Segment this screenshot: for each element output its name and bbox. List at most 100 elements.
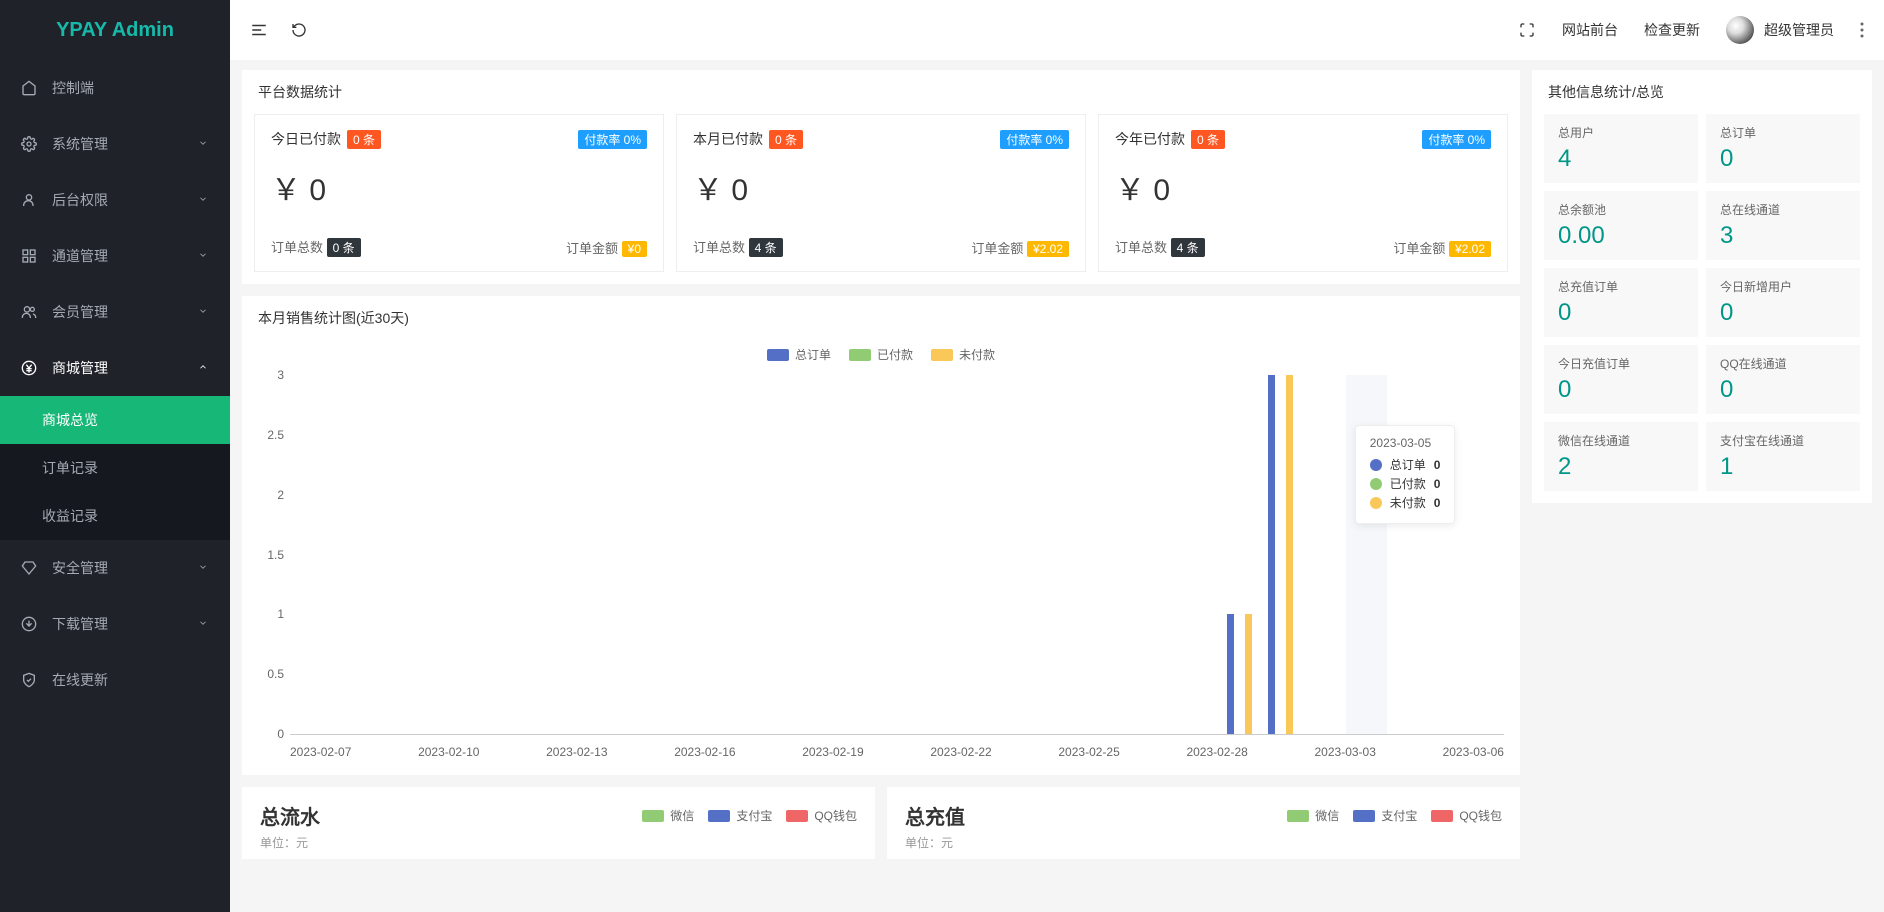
side-stat-label: 微信在线通道 bbox=[1558, 432, 1684, 449]
nav-item[interactable]: 系统管理 bbox=[0, 116, 230, 172]
bottom-unit: 单位：元 bbox=[242, 834, 875, 859]
legend-label: QQ钱包 bbox=[814, 807, 857, 824]
total-orders-label: 订单总数 bbox=[693, 240, 745, 255]
chevron-up-icon bbox=[198, 362, 210, 374]
nav-item[interactable]: 下载管理 bbox=[0, 596, 230, 652]
total-orders-badge: 4 条 bbox=[749, 238, 783, 257]
nav-label: 在线更新 bbox=[52, 670, 210, 690]
nav-item[interactable]: 控制端 bbox=[0, 60, 230, 116]
chart-bar[interactable] bbox=[1245, 614, 1252, 734]
side-stat-value: 0 bbox=[1558, 299, 1684, 327]
nav-sub-item[interactable]: 商城总览 bbox=[0, 396, 230, 444]
x-tick: 2023-02-13 bbox=[546, 745, 607, 759]
home-icon bbox=[20, 79, 38, 97]
legend-item[interactable]: 未付款 bbox=[931, 346, 995, 363]
side-stat-cell: 支付宝在线通道1 bbox=[1706, 422, 1860, 491]
nav-sub-item[interactable]: 订单记录 bbox=[0, 444, 230, 492]
chart-bar[interactable] bbox=[1227, 614, 1234, 734]
count-badge: 0 条 bbox=[347, 130, 381, 149]
nav-label: 会员管理 bbox=[52, 302, 198, 322]
tooltip-dot bbox=[1370, 459, 1382, 471]
download-icon bbox=[20, 615, 38, 633]
nav-label: 下载管理 bbox=[52, 614, 198, 634]
side-stat-label: 总余额池 bbox=[1558, 201, 1684, 218]
legend-item[interactable]: 支付宝 bbox=[708, 807, 772, 824]
legend-item[interactable]: 支付宝 bbox=[1353, 807, 1417, 824]
y-tick: 0.5 bbox=[267, 667, 284, 681]
header-link-frontend[interactable]: 网站前台 bbox=[1562, 20, 1618, 40]
total-orders-badge: 4 条 bbox=[1171, 238, 1205, 257]
legend-item[interactable]: QQ钱包 bbox=[786, 807, 857, 824]
side-stat-label: 总用户 bbox=[1558, 124, 1684, 141]
stat-title: 今日已付款 bbox=[271, 129, 341, 149]
nav-label: 安全管理 bbox=[52, 558, 198, 578]
side-stat-label: QQ在线通道 bbox=[1720, 355, 1846, 372]
x-tick: 2023-02-16 bbox=[674, 745, 735, 759]
legend-item[interactable]: 微信 bbox=[642, 807, 694, 824]
rate-badge: 付款率 0% bbox=[1422, 130, 1491, 149]
header-user[interactable]: 超级管理员 bbox=[1726, 16, 1834, 44]
chart-bar[interactable] bbox=[1268, 375, 1275, 734]
menu-toggle-icon[interactable] bbox=[250, 21, 268, 39]
tooltip-row-label: 总订单 bbox=[1390, 456, 1426, 473]
legend-label: 支付宝 bbox=[1381, 807, 1417, 824]
brand-logo[interactable]: YPAY Admin bbox=[0, 0, 230, 60]
order-amount-badge: ¥2.02 bbox=[1449, 241, 1491, 257]
legend-item[interactable]: 微信 bbox=[1287, 807, 1339, 824]
side-stat-cell: 总在线通道3 bbox=[1706, 191, 1860, 260]
legend-label: 微信 bbox=[670, 807, 694, 824]
nav-item[interactable]: 后台权限 bbox=[0, 172, 230, 228]
nav-item[interactable]: 通道管理 bbox=[0, 228, 230, 284]
x-tick: 2023-02-19 bbox=[802, 745, 863, 759]
nav-item[interactable]: 安全管理 bbox=[0, 540, 230, 596]
chart-bar[interactable] bbox=[1286, 375, 1293, 734]
legend-label: 支付宝 bbox=[736, 807, 772, 824]
fullscreen-icon[interactable] bbox=[1518, 21, 1536, 39]
tooltip-dot bbox=[1370, 497, 1382, 509]
chevron-down-icon bbox=[198, 194, 210, 206]
legend-swatch bbox=[767, 349, 789, 361]
tooltip-title: 2023-03-05 bbox=[1370, 436, 1441, 450]
stats-panel: 平台数据统计 今日已付款 0 条 付款率 0% ￥ 0 订单总数 0 条 订单金… bbox=[242, 70, 1520, 284]
stat-card: 今日已付款 0 条 付款率 0% ￥ 0 订单总数 0 条 订单金额 ¥0 bbox=[254, 114, 664, 272]
side-stat-cell: QQ在线通道 0 bbox=[1706, 345, 1860, 414]
nav-label: 通道管理 bbox=[52, 246, 198, 266]
side-stat-label: 总充值订单 bbox=[1558, 278, 1684, 295]
legend-swatch bbox=[786, 810, 808, 822]
y-tick: 1 bbox=[277, 607, 284, 621]
nav-item[interactable]: 商城管理 bbox=[0, 340, 230, 396]
refresh-icon[interactable] bbox=[290, 21, 308, 39]
y-tick: 0 bbox=[277, 727, 284, 741]
legend-label: 已付款 bbox=[877, 346, 913, 363]
users-icon bbox=[20, 303, 38, 321]
side-stat-value: 0 bbox=[1720, 376, 1846, 404]
legend-swatch bbox=[849, 349, 871, 361]
stat-amount: ￥ 0 bbox=[1115, 165, 1491, 209]
header: 网站前台 检查更新 超级管理员 bbox=[230, 0, 1884, 60]
more-icon[interactable] bbox=[1860, 22, 1864, 38]
chart-canvas[interactable]: 00.511.522.53 2023-03-05总订单0已付款0未付款0 bbox=[290, 375, 1504, 735]
legend-item[interactable]: QQ钱包 bbox=[1431, 807, 1502, 824]
legend-item[interactable]: 总订单 bbox=[767, 346, 831, 363]
legend-label: 总订单 bbox=[795, 346, 831, 363]
chart-title: 本月销售统计图(近30天) bbox=[242, 296, 1520, 340]
side-stat-cell: 总用户4 bbox=[1544, 114, 1698, 183]
nav-sub-item[interactable]: 收益记录 bbox=[0, 492, 230, 540]
nav-label: 控制端 bbox=[52, 78, 210, 98]
stat-amount: ￥ 0 bbox=[271, 165, 647, 209]
header-link-update[interactable]: 检查更新 bbox=[1644, 20, 1700, 40]
shield-icon bbox=[20, 671, 38, 689]
rate-badge: 付款率 0% bbox=[578, 130, 647, 149]
x-tick: 2023-02-22 bbox=[930, 745, 991, 759]
side-stat-value: 0 bbox=[1720, 299, 1846, 327]
chart-legend: 总订单 已付款 未付款 bbox=[258, 340, 1504, 375]
side-stat-cell: 总充值订单 0 bbox=[1544, 268, 1698, 337]
side-stat-cell: 总余额池0.00 bbox=[1544, 191, 1698, 260]
count-badge: 0 条 bbox=[1191, 130, 1225, 149]
nav-item[interactable]: 会员管理 bbox=[0, 284, 230, 340]
stat-title: 今年已付款 bbox=[1115, 129, 1185, 149]
legend-item[interactable]: 已付款 bbox=[849, 346, 913, 363]
chart-tooltip: 2023-03-05总订单0已付款0未付款0 bbox=[1355, 425, 1456, 524]
y-tick: 1.5 bbox=[267, 548, 284, 562]
nav-item[interactable]: 在线更新 bbox=[0, 652, 230, 708]
